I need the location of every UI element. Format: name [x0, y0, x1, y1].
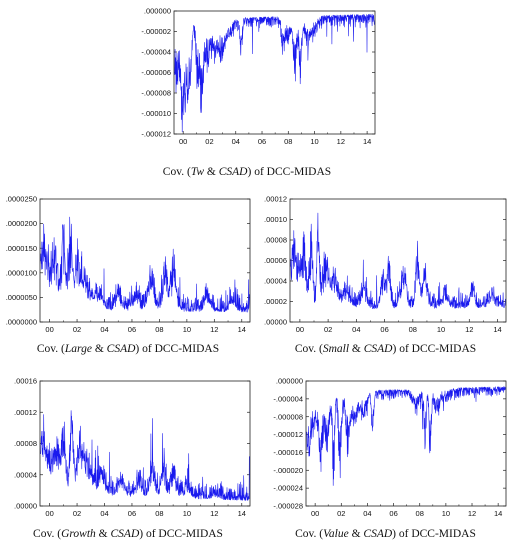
- x-tick-label: 06: [128, 325, 136, 334]
- x-tick-label: 14: [363, 137, 371, 146]
- x-tick-label: 04: [363, 509, 371, 518]
- x-tick-label: 04: [232, 137, 240, 146]
- y-tick-label: .00004: [264, 277, 287, 286]
- y-tick-label: .00002: [264, 297, 287, 306]
- caption-large: Cov. (Large & CSAD) of DCC-MIDAS: [36, 343, 220, 355]
- x-tick-label: 08: [416, 509, 424, 518]
- y-tick-label: .00016: [14, 377, 37, 386]
- y-tick-label: -.000028: [273, 502, 303, 511]
- y-tick-label: .00010: [264, 215, 287, 224]
- plot-frame: [39, 198, 251, 323]
- y-tick-label: .00006: [264, 256, 287, 265]
- x-tick-label: 04: [100, 509, 108, 518]
- x-tick-label: 00: [45, 509, 53, 518]
- x-tick-label: 14: [494, 509, 502, 518]
- x-tick-label: 10: [310, 137, 318, 146]
- y-tick-label: .0000100: [6, 268, 37, 277]
- chart-panel-value: -.000028 -.000024 -.000020 -.000016 -.000012…: [258, 372, 513, 550]
- y-tick-label: .000000: [144, 7, 171, 16]
- y-tick-label: .00000: [264, 318, 287, 327]
- y-tick-label: .0000150: [6, 244, 37, 253]
- x-tick-label: 12: [465, 325, 473, 334]
- y-tick-label: .00008: [264, 236, 287, 245]
- caption-tw: Cov. (Tw & CSAD) of DCC-MIDAS: [162, 166, 332, 178]
- y-tick-label: -.000004: [141, 48, 171, 57]
- x-tick-label: 00: [296, 325, 304, 334]
- chart-panel-growth: .00000 .00004 .00008 .00012 .00016 00 02 04 06 08…: [0, 372, 256, 550]
- chart-svg-tw: -.000012 -.000010 -.000008 -.000006 -.000004…: [141, 7, 376, 146]
- caption-growth: Cov. (Growth & CSAD) of DCC-MIDAS: [33, 528, 223, 540]
- x-tick-label: 10: [183, 325, 191, 334]
- plot-frame: [173, 10, 376, 135]
- y-tick-label: -.000008: [141, 89, 171, 98]
- y-tick-label: .00000: [14, 502, 37, 511]
- y-tick-label: .00012: [14, 408, 37, 417]
- x-tick-label: 06: [380, 325, 388, 334]
- x-tick-label: 00: [311, 509, 319, 518]
- x-tick-label: 08: [284, 137, 292, 146]
- x-tick-label: 12: [210, 509, 218, 518]
- x-tick-label: 08: [155, 509, 163, 518]
- x-tick-label: 12: [337, 137, 345, 146]
- chart-svg-value: -.000028 -.000024 -.000020 -.000016 -.000012…: [273, 377, 507, 518]
- y-tick-label: -.000010: [141, 109, 171, 118]
- x-tick-label: 04: [352, 325, 360, 334]
- x-tick-label: 08: [155, 325, 163, 334]
- x-tick-label: 06: [389, 509, 397, 518]
- y-tick-label: -.000024: [273, 484, 303, 493]
- plot-frame: [305, 380, 507, 507]
- y-tick-label: -.000004: [273, 394, 303, 403]
- x-tick-label: 02: [324, 325, 332, 334]
- y-tick-label: -.000016: [273, 448, 303, 457]
- plot-frame: [289, 198, 507, 323]
- x-tick-label: 10: [437, 325, 445, 334]
- y-tick-label: .0000200: [6, 219, 37, 228]
- series-line: [306, 386, 506, 486]
- caption-small: Cov. (Small & CSAD) of DCC-MIDAS: [294, 343, 477, 355]
- y-tick-label: -.000006: [141, 68, 171, 77]
- y-tick-label: .00004: [14, 470, 37, 479]
- chart-panel-tw: -.000012 -.000010 -.000008 -.000006 -.000004…: [112, 2, 382, 187]
- x-tick-label: 00: [45, 325, 53, 334]
- y-tick-label: .0000250: [6, 195, 37, 204]
- y-tick-label: -.000002: [141, 27, 171, 36]
- x-tick-label: 12: [468, 509, 476, 518]
- y-tick-label: .0000050: [6, 293, 37, 302]
- y-tick-label: -.000012: [273, 430, 303, 439]
- series-line: [174, 13, 375, 133]
- y-tick-label: .00008: [14, 439, 37, 448]
- x-tick-label: 02: [205, 137, 213, 146]
- chart-svg-large: .0000000 .0000050 .0000100 .0000150 .0000200…: [6, 195, 251, 334]
- x-tick-label: 06: [258, 137, 266, 146]
- x-tick-label: 14: [238, 509, 246, 518]
- series-line: [290, 212, 506, 309]
- caption-value: Cov. (Value & CSAD) of DCC-MIDAS: [295, 528, 476, 540]
- series-line: [40, 216, 250, 313]
- x-tick-label: 00: [179, 137, 187, 146]
- y-tick-label: -.000008: [273, 412, 303, 421]
- x-tick-label: 10: [442, 509, 450, 518]
- chart-panel-small: .00000 .00002 .00004 .00006 .00008 .00010 .000…: [258, 190, 513, 365]
- x-tick-label: 12: [210, 325, 218, 334]
- chart-svg-small: .00000 .00002 .00004 .00006 .00008 .00010 .000…: [264, 195, 507, 334]
- x-tick-label: 02: [73, 509, 81, 518]
- x-tick-label: 02: [337, 509, 345, 518]
- x-tick-label: 14: [493, 325, 501, 334]
- y-tick-label: .0000000: [6, 318, 37, 327]
- x-tick-label: 08: [409, 325, 417, 334]
- x-tick-label: 02: [73, 325, 81, 334]
- y-tick-label: -.000020: [273, 466, 303, 475]
- y-tick-label: .000000: [276, 377, 303, 386]
- chart-panel-large: .0000000 .0000050 .0000100 .0000150 .0000200…: [0, 190, 256, 365]
- chart-svg-growth: .00000 .00004 .00008 .00012 .00016 00 02 04 06 08…: [14, 377, 251, 518]
- series-line: [40, 410, 250, 501]
- x-tick-label: 14: [238, 325, 246, 334]
- y-tick-label: -.000012: [141, 130, 171, 139]
- x-tick-label: 06: [128, 509, 136, 518]
- x-tick-label: 10: [183, 509, 191, 518]
- x-tick-label: 04: [100, 325, 108, 334]
- y-tick-label: .00012: [264, 195, 287, 204]
